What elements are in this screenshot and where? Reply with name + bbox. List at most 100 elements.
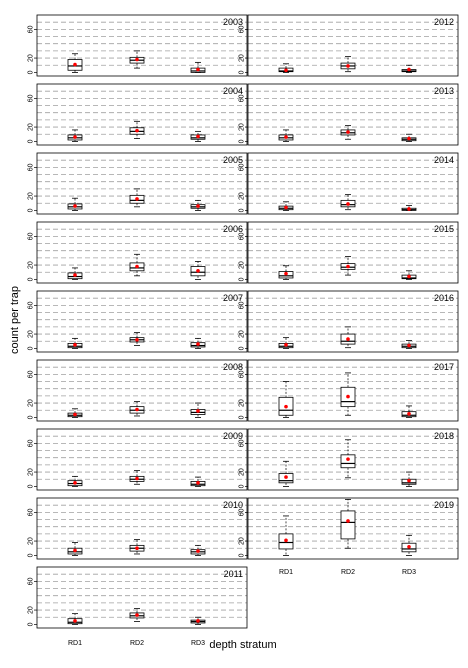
mean-marker <box>284 135 288 139</box>
panel-frame <box>247 152 459 215</box>
mean-marker <box>407 207 411 211</box>
panel-frame <box>247 290 459 353</box>
box-RD3 <box>190 199 206 211</box>
mean-marker <box>407 274 411 279</box>
mean-marker <box>135 197 139 201</box>
box-RD3 <box>190 130 206 142</box>
y-tick-label: 20 <box>239 537 246 545</box>
y-tick-label: 20 <box>28 123 35 131</box>
box-RD3 <box>190 544 206 556</box>
panel-year-label: 2014 <box>434 155 454 165</box>
box-RD3 <box>190 261 206 280</box>
box-RD3 <box>190 337 206 349</box>
panel-frame <box>247 359 459 422</box>
panel-frame <box>36 83 248 146</box>
mean-marker <box>407 478 411 483</box>
box-RD1 <box>67 197 83 211</box>
box-RD3 <box>401 534 417 556</box>
box-RD1 <box>278 201 294 211</box>
panel-2016: 0 20 60 2016 <box>239 290 459 353</box>
mean-marker <box>73 412 77 417</box>
mean-marker <box>135 57 139 62</box>
box-RD3 <box>401 270 417 280</box>
bottom-category-labels: RD1 RD2 RD3 RD1 RD2 RD3 <box>68 569 416 647</box>
panel-frame <box>247 221 459 284</box>
box-RD2 <box>340 326 356 349</box>
mean-marker <box>284 271 288 276</box>
panel-year-label: 2005 <box>223 155 243 165</box>
y-tick-label: 60 <box>239 232 246 240</box>
panel-year-label: 2007 <box>223 293 243 303</box>
x-category-label-rd1: RD1 <box>279 569 293 576</box>
panel-year-label: 2018 <box>434 431 454 441</box>
y-tick-label: 20 <box>239 192 246 200</box>
mean-marker <box>196 269 200 273</box>
panel-2015: 0 20 60 2015 <box>239 221 459 284</box>
y-tick-label: 60 <box>239 94 246 102</box>
box-RD3 <box>401 64 417 73</box>
y-tick-label: 60 <box>239 370 246 378</box>
panel-2018: 0 20 60 2018 <box>239 428 459 491</box>
box-RD2 <box>129 539 145 555</box>
y-tick-label: 20 <box>239 54 246 62</box>
y-tick-label: 0 <box>28 553 35 557</box>
panel-frame <box>247 14 459 77</box>
mean-marker <box>135 546 139 551</box>
mean-marker <box>407 67 411 72</box>
box-RD3 <box>190 616 206 625</box>
box-RD2 <box>340 56 356 73</box>
y-tick-label: 0 <box>28 139 35 143</box>
panel-year-label: 2013 <box>434 86 454 96</box>
panel-frame <box>36 290 248 353</box>
box-RD2 <box>340 194 356 211</box>
panel-2013: 0 20 60 2013 <box>239 83 459 146</box>
mean-marker <box>135 338 139 342</box>
mean-marker <box>346 130 350 134</box>
y-tick-label: 60 <box>28 163 35 171</box>
box-RD1 <box>278 460 294 487</box>
panel-year-label: 2011 <box>224 569 243 579</box>
panel-frame <box>36 152 248 215</box>
box-RD2 <box>340 372 356 416</box>
x-category-label-rd3: RD3 <box>191 640 205 647</box>
mean-marker <box>196 67 200 72</box>
mean-marker <box>346 519 350 523</box>
y-tick-label: 20 <box>239 468 246 476</box>
box-RD1 <box>67 408 83 418</box>
panels-group: 0206020030206020120206020040206020130206… <box>28 14 459 629</box>
y-tick-label: 60 <box>28 301 35 309</box>
mean-marker <box>284 404 288 409</box>
panel-frame <box>36 428 248 491</box>
y-tick-label: 0 <box>239 208 246 212</box>
y-tick-label: 0 <box>239 415 246 419</box>
mean-marker <box>346 394 350 399</box>
y-tick-label: 20 <box>28 537 35 545</box>
mean-marker <box>73 204 77 208</box>
y-tick-label: 60 <box>239 508 246 516</box>
box-RD3 <box>190 402 206 418</box>
box-RD1 <box>67 267 83 280</box>
y-axis-title: count per trap <box>9 286 21 354</box>
mean-marker <box>284 343 288 347</box>
y-tick-label: 20 <box>28 399 35 407</box>
y-tick-label: 20 <box>28 261 35 269</box>
y-tick-label: 20 <box>28 606 35 614</box>
y-tick-label: 60 <box>239 439 246 447</box>
y-tick-label: 0 <box>239 70 246 74</box>
panel-frame <box>36 14 248 77</box>
mean-marker <box>73 135 77 139</box>
y-tick-label: 60 <box>239 163 246 171</box>
panel-year-label: 2016 <box>434 293 454 303</box>
mean-marker <box>346 202 350 206</box>
mean-marker <box>284 538 288 543</box>
mean-marker <box>407 136 411 141</box>
y-tick-label: 0 <box>28 346 35 350</box>
box-RD2 <box>129 188 145 208</box>
